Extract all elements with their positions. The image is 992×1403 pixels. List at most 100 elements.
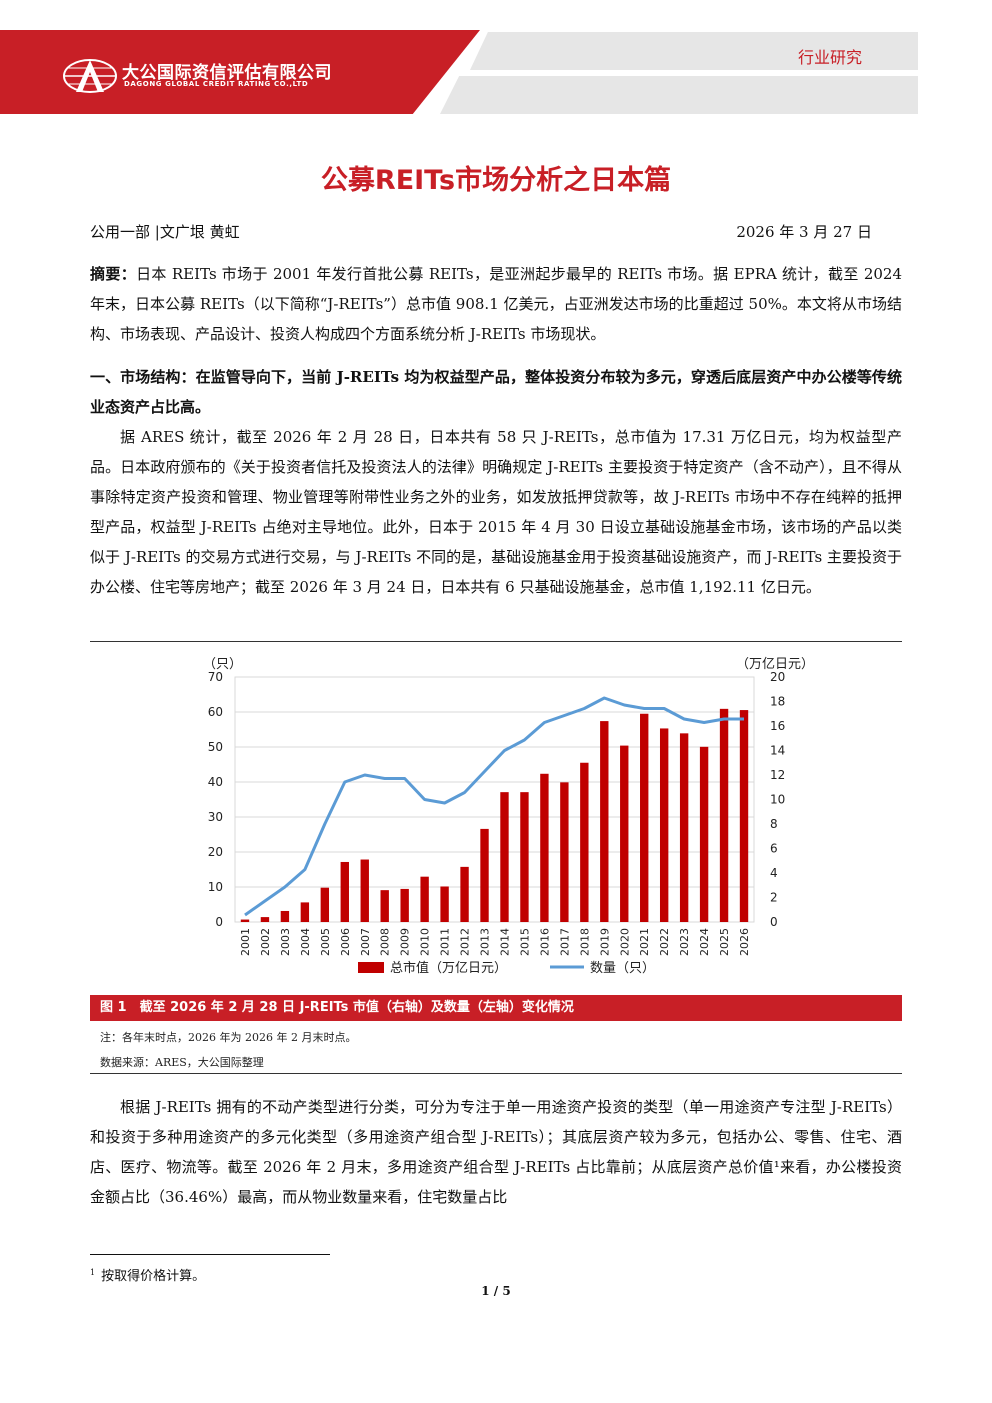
bar-market-value (320, 887, 330, 922)
left-tick-label: 0 (215, 915, 223, 929)
figure-top-rule (90, 641, 902, 642)
company-logo-icon (63, 59, 117, 93)
right-tick-label: 20 (770, 670, 785, 684)
section-heading: 一、市场结构：在监管导向下，当前 J-REITs 均为权益型产品，整体投资分布较… (90, 368, 902, 416)
figure-bottom-rule (90, 1073, 902, 1074)
x-tick-label: 2019 (598, 928, 611, 956)
x-tick-label: 2018 (578, 928, 591, 956)
x-tick-label: 2001 (239, 928, 252, 956)
left-tick-label: 70 (208, 670, 223, 684)
bar-market-value (480, 828, 489, 922)
bar-market-value (400, 888, 409, 922)
bar-market-value (520, 792, 529, 922)
x-tick-label: 2015 (518, 928, 531, 956)
right-tick-label: 10 (770, 793, 785, 807)
jreits-chart: 0 10 20 30 40 50 60 70 0 2 4 6 8 10 12 14 16 18 20 （只） （万亿日元… (203, 657, 814, 976)
x-tick-label: 2013 (479, 928, 492, 956)
right-tick-label: 6 (770, 842, 778, 856)
x-tick-label: 2006 (339, 928, 352, 956)
bar-market-value (380, 890, 389, 922)
bar-market-value (640, 713, 649, 922)
right-tick-label: 14 (770, 744, 785, 758)
abstract-text: 日本 REITs 市场于 2001 年发行首批公募 REITs，是亚洲起步最早的… (90, 265, 902, 343)
right-axis-label: （万亿日元） (736, 657, 814, 672)
x-tick-label: 2008 (379, 928, 392, 956)
header-gray-band-top (470, 32, 918, 70)
figure-note: 注：各年末时点，2026 年为 2026 年 2 月末时点。 (100, 1031, 357, 1044)
company-name-cn: 大公国际资信评估有限公司 (122, 63, 332, 83)
right-tick-label: 2 (770, 891, 778, 905)
company-name-en: DAGONG GLOBAL CREDIT RATING CO.,LTD (124, 80, 309, 88)
left-axis-label: （只） (203, 657, 242, 672)
right-tick-label: 0 (770, 915, 778, 929)
section-body-continued: 根据 J-REITs 拥有的不动产类型进行分类，可分为专注于单一用途资产投资的类… (90, 1098, 902, 1206)
publish-date: 2026 年 3 月 27 日 (736, 223, 872, 241)
bar-market-value (679, 733, 689, 922)
x-tick-label: 2017 (558, 928, 571, 956)
page-number: 1 / 5 (481, 1284, 511, 1298)
bar-market-value (300, 902, 310, 922)
left-tick-label: 30 (208, 810, 223, 824)
bar-market-value (600, 721, 609, 922)
bar-market-value (560, 782, 569, 922)
bar-market-value (420, 876, 429, 922)
bar-market-value (580, 762, 589, 922)
right-tick-label: 12 (770, 768, 785, 782)
line-count (244, 696, 744, 917)
x-tick-label: 2011 (439, 928, 452, 956)
x-tick-label: 2012 (459, 928, 472, 956)
right-tick-label: 18 (770, 695, 785, 709)
bar-market-value (460, 866, 469, 922)
bar-market-value (659, 728, 669, 922)
x-tick-label: 2023 (678, 928, 691, 956)
authors: 公用一部 |文广垠 黄虹 (90, 223, 240, 241)
figure-caption: 图 1 截至 2026 年 2 月 28 日 J-REITs 市值（右轴）及数量… (90, 995, 902, 1021)
header-red-band (0, 30, 480, 114)
x-tick-label: 2026 (738, 928, 751, 956)
bar-market-value (280, 910, 290, 922)
x-tick-label: 2004 (299, 928, 312, 956)
left-tick-label: 20 (208, 845, 223, 859)
right-tick-label: 8 (770, 817, 778, 831)
abstract: 摘要：日本 REITs 市场于 2001 年发行首批公募 REITs，是亚洲起步… (90, 259, 902, 349)
x-tick-label: 2020 (618, 928, 631, 956)
legend-swatch-bar (358, 962, 384, 973)
bar-market-value (540, 773, 549, 922)
x-tick-label: 2021 (638, 928, 651, 956)
abstract-label: 摘要： (90, 265, 137, 283)
bar-market-value (719, 708, 729, 922)
left-tick-label: 40 (208, 775, 223, 789)
x-tick-label: 2022 (658, 928, 671, 956)
section-body: 据 ARES 统计，截至 2026 年 2 月 28 日，日本共有 58 只 J… (90, 428, 902, 596)
bar-market-value (240, 919, 250, 922)
left-tick-label: 50 (208, 740, 223, 754)
x-tick-label: 2024 (698, 928, 711, 956)
report-category: 行业研究 (798, 48, 863, 67)
legend-label-bar: 总市值（万亿日元） (390, 960, 507, 976)
x-tick-label: 2002 (259, 928, 272, 956)
footnote: 1 按取得价格计算。 (90, 1265, 205, 1284)
figure-source: 数据来源：ARES，大公国际整理 (100, 1056, 264, 1069)
footnote-rule (90, 1254, 330, 1255)
footnote-text: 按取得价格计算。 (101, 1269, 206, 1284)
bar-market-value (500, 792, 509, 922)
footnote-mark: 1 (90, 1267, 96, 1277)
x-tick-label: 2025 (718, 928, 731, 956)
document-title: 公募REITs市场分析之日本篇 (320, 165, 672, 196)
x-tick-label: 2005 (319, 928, 332, 956)
bar-market-value (260, 917, 270, 922)
left-tick-label: 10 (208, 880, 223, 894)
bar-market-value (620, 745, 629, 922)
bar-market-value (360, 859, 369, 922)
x-tick-label: 2009 (399, 928, 412, 956)
bar-market-value (739, 710, 749, 922)
x-tick-label: 2003 (279, 928, 292, 956)
x-tick-label: 2007 (359, 928, 372, 956)
x-tick-label: 2010 (419, 928, 432, 956)
bar-market-value (440, 886, 449, 922)
left-tick-label: 60 (208, 705, 223, 719)
right-tick-label: 4 (770, 866, 778, 880)
bar-market-value (340, 861, 349, 922)
header-gray-band-bottom (440, 76, 918, 114)
right-tick-label: 16 (770, 719, 785, 733)
